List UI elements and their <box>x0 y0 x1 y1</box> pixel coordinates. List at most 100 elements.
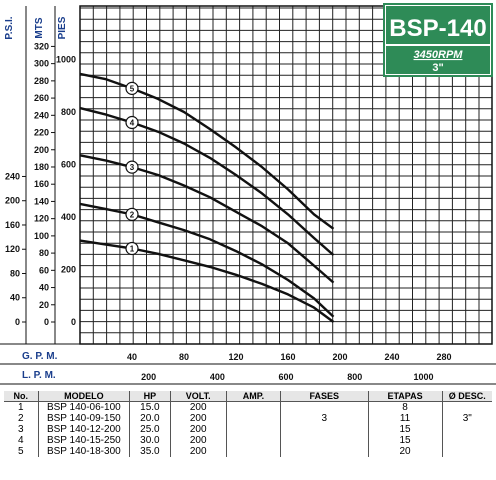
gpm-tick-label: 160 <box>280 352 295 362</box>
table-cell-fases <box>280 424 369 435</box>
curve-marker-1 <box>125 241 139 256</box>
table-row: 4 BSP 140-15-250 30.0 200 15 <box>4 435 492 446</box>
gpm-tick-label: 240 <box>384 352 399 362</box>
table-cell-modelo: BSP 140-06-100 <box>38 401 131 413</box>
gpm-tick-label: 40 <box>127 352 137 362</box>
lpm-tick-label: 200 <box>141 372 156 382</box>
curve-number-label: 1 <box>130 245 135 254</box>
table-row: 3 BSP 140-12-200 25.0 200 15 <box>4 424 492 435</box>
table-body: 1 BSP 140-06-100 15.0 200 8 2 BSP 140-09-150 20… <box>4 401 492 457</box>
table-cell-desc <box>442 424 492 435</box>
table-cell-fases <box>280 435 369 446</box>
table-cell-desc <box>442 402 492 414</box>
mts-tick-label: 280 <box>34 76 49 86</box>
table-cell-no: 1 <box>4 401 39 413</box>
curve-series-5 <box>79 72 335 230</box>
ft-tick-label: 800 <box>61 107 76 117</box>
bottom-scale-bg <box>0 348 496 386</box>
mts-tick-label: 140 <box>34 196 49 206</box>
table-header-cell: FASES <box>280 391 369 402</box>
curve-series-2 <box>79 202 335 318</box>
ft-tick-label: 0 <box>71 317 76 327</box>
psi-tick-label: 80 <box>10 268 20 278</box>
psi-tick-label: 120 <box>5 244 20 254</box>
table-cell-etapas: 11 <box>368 413 443 424</box>
lpm-tick-label: 400 <box>210 372 225 382</box>
table-cell-desc: 3" <box>462 413 472 424</box>
table-cell-hp: 15.0 <box>129 401 171 413</box>
mts-tick-label: 40 <box>39 283 49 293</box>
table-cell-modelo: BSP 140-09-150 <box>38 413 131 424</box>
table-cell-hp: 35.0 <box>129 446 171 457</box>
curve-marker-2 <box>125 207 139 221</box>
gpm-tick-label: 280 <box>436 352 451 362</box>
table-cell-no: 4 <box>4 435 39 446</box>
plot-frame <box>79 5 493 345</box>
pump-curve-chart: P.S.I. MTS PIES240200160120804003203002802… <box>0 3 496 386</box>
table-cell-amp <box>226 446 282 457</box>
mts-tick-label: 80 <box>39 248 49 258</box>
curve-marker-5 <box>125 81 139 95</box>
table-cell-no: 2 <box>4 413 39 424</box>
left-scales: P.S.I. MTS PIES240200160120804003203002802… <box>0 6 80 345</box>
psi-tick-label: 160 <box>5 220 20 230</box>
table-row: 5 BSP 140-18-300 35.0 200 20 <box>4 446 492 457</box>
mts-tick-label: 60 <box>39 265 49 275</box>
table-header-cell: Ø DESC. <box>442 391 492 402</box>
psi-tick-label: 240 <box>5 171 20 181</box>
mts-tick-label: 240 <box>34 110 49 120</box>
bottom-scales: G. P. M. L. P. M. 40 80 120 160 200 240 280 200 40… <box>0 348 496 386</box>
table-cell-volt: 200 <box>170 446 227 457</box>
psi-tick-label: 200 <box>5 196 20 206</box>
mts-tick-label: 180 <box>34 162 49 172</box>
curve-number-label: 5 <box>130 84 135 93</box>
table-row: 1 BSP 140-06-100 15.0 200 8 <box>4 401 492 414</box>
table-header-cell: No. <box>4 391 39 402</box>
table-cell-volt: 200 <box>170 401 227 413</box>
psi-tick-label: 0 <box>15 317 20 327</box>
curve-marker-4 <box>125 115 139 130</box>
mts-tick-label: 100 <box>34 231 49 241</box>
ft-tick-label: 400 <box>61 212 76 222</box>
curve-marker-3 <box>125 160 139 174</box>
table-cell-etapas: 20 <box>368 446 443 457</box>
table-cell-modelo: BSP 140-12-200 <box>38 424 131 435</box>
mts-tick-label: 260 <box>34 93 49 103</box>
curve-series-1 <box>79 239 335 323</box>
table-cell-no: 5 <box>4 446 39 457</box>
mts-tick-label: 320 <box>34 41 49 51</box>
curve-number-label: 3 <box>130 163 135 172</box>
table-cell-amp <box>226 413 282 424</box>
table-cell-hp: 30.0 <box>129 435 171 446</box>
table-cell-desc <box>442 435 492 446</box>
table-header-cell: AMP. <box>226 391 282 402</box>
ft-tick-label: 1000 <box>56 55 76 65</box>
table-cell-etapas: 15 <box>368 435 443 446</box>
table-header-cell: MODELO <box>38 391 131 402</box>
table-cell-amp <box>226 401 282 413</box>
ft-tick-label: 200 <box>61 265 76 275</box>
lpm-axis-label: L. P. M. <box>22 370 56 381</box>
curve-series-4 <box>79 106 335 257</box>
curve-number-label: 2 <box>130 210 135 219</box>
table-cell-desc <box>442 446 492 457</box>
table-header-cell: HP <box>129 391 171 402</box>
table-cell-amp <box>226 424 282 435</box>
curve-number-label: 4 <box>130 119 135 128</box>
mts-tick-label: 0 <box>44 317 49 327</box>
rpm-label: 3450RPM <box>414 49 464 61</box>
table-cell-fases <box>280 401 369 413</box>
gpm-tick-label: 120 <box>228 352 243 362</box>
table-cell-modelo: BSP 140-18-300 <box>38 446 131 457</box>
mts-tick-label: 220 <box>34 128 49 138</box>
table-cell-etapas: 8 <box>368 401 443 413</box>
table-header-cell: VOLT. <box>170 391 227 402</box>
table-cell-etapas: 15 <box>368 424 443 435</box>
ft-tick-label: 600 <box>61 160 76 170</box>
curve-series-3 <box>79 154 335 284</box>
table-cell-fases <box>280 446 369 457</box>
table-cell-hp: 25.0 <box>129 424 171 435</box>
models-table: No. MODELO HP VOLT. AMP. FASES ETAPAS Ø DESC. 1… <box>4 391 492 457</box>
table-cell-modelo: BSP 140-15-250 <box>38 435 131 446</box>
